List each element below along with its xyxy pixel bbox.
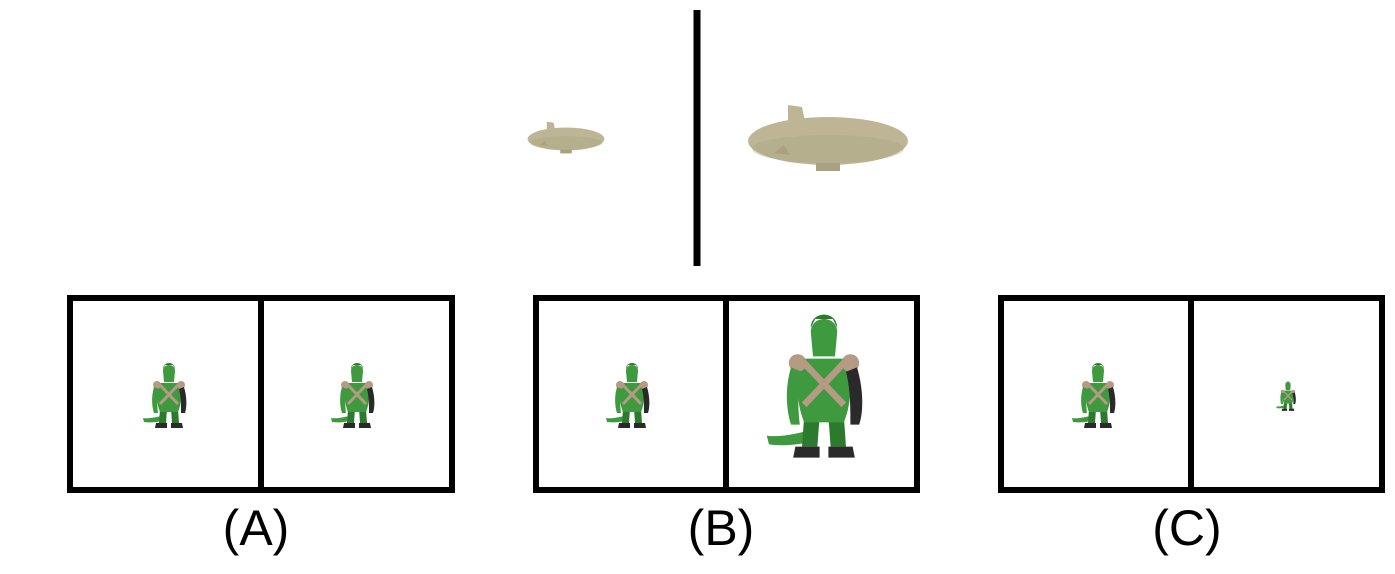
option-a-panel[interactable] (67, 295, 455, 493)
option-a-label: (A) (222, 500, 290, 556)
small-airship-icon (527, 121, 605, 154)
option-b-panel[interactable] (533, 295, 920, 493)
large-airship-icon (748, 105, 908, 171)
option-b-label: (B) (687, 500, 755, 556)
option-c-panel[interactable] (998, 295, 1385, 493)
example-pair (527, 10, 908, 266)
option-c-label: (C) (1152, 500, 1222, 556)
